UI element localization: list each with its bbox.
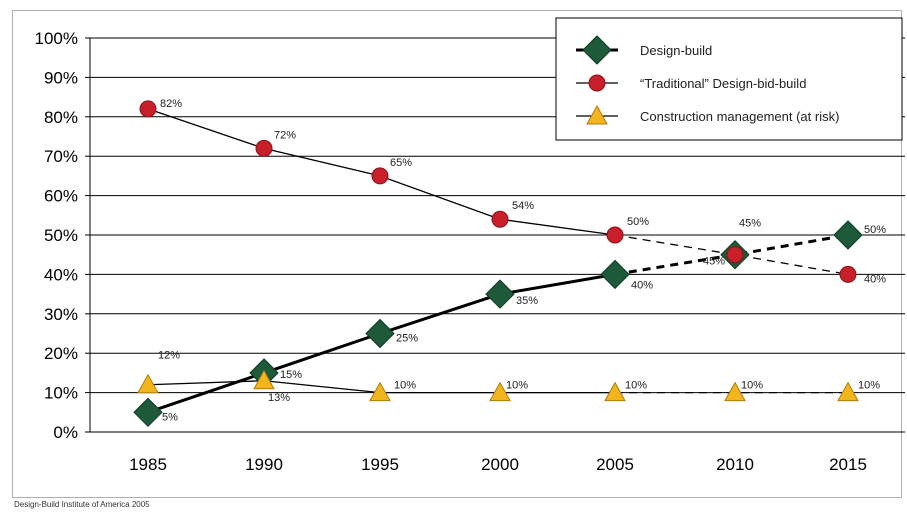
- data-point: [485, 279, 515, 309]
- data-point: [837, 381, 859, 402]
- data-label: 10%: [506, 380, 528, 392]
- y-tick-label: 90%: [44, 68, 78, 87]
- data-label: 82%: [160, 98, 182, 110]
- data-point: [139, 100, 157, 118]
- data-label: 40%: [864, 273, 886, 285]
- y-tick-label: 20%: [44, 344, 78, 363]
- series-line-projected: [614, 234, 849, 276]
- data-point: [489, 381, 511, 402]
- data-point: [600, 259, 630, 290]
- y-tick-label: 60%: [44, 187, 78, 206]
- data-point: [371, 167, 389, 185]
- data-label: 5%: [162, 411, 178, 423]
- data-point: [604, 381, 626, 402]
- data-label: 13%: [268, 392, 290, 404]
- legend-marker: [586, 104, 608, 125]
- data-point: [491, 210, 509, 228]
- legend-marker: [582, 35, 612, 65]
- legend-label: Construction management (at risk): [640, 109, 839, 124]
- x-tick-label: 1990: [245, 455, 283, 474]
- legend-label: “Traditional” Design-bid-build: [640, 76, 806, 91]
- data-point: [369, 381, 391, 402]
- data-label: 10%: [858, 380, 880, 392]
- data-point: [255, 139, 273, 157]
- y-tick-label: 70%: [44, 147, 78, 166]
- data-point: [839, 265, 857, 283]
- series-line-projected: [614, 233, 849, 276]
- source-note: Design-Build Institute of America 2005: [14, 500, 150, 509]
- data-label: 50%: [627, 216, 649, 228]
- x-tick-label: 2000: [481, 455, 519, 474]
- data-point: [606, 226, 624, 244]
- x-tick-label: 1995: [361, 455, 399, 474]
- data-point: [833, 220, 863, 250]
- data-label: 50%: [864, 224, 886, 236]
- y-tick-label: 10%: [44, 384, 78, 403]
- y-tick-label: 0%: [53, 423, 78, 442]
- data-point: [253, 369, 275, 390]
- data-point: [133, 397, 163, 428]
- data-label: 45%: [739, 218, 761, 230]
- legend-marker: [588, 74, 606, 92]
- data-point: [365, 318, 395, 349]
- data-label: 12%: [158, 350, 180, 362]
- y-tick-label: 30%: [44, 305, 78, 324]
- x-tick-label: 2005: [596, 455, 634, 474]
- y-tick-label: 50%: [44, 226, 78, 245]
- legend-box: [555, 17, 903, 141]
- data-point: [137, 373, 159, 394]
- x-tick-label: 2015: [829, 455, 867, 474]
- data-point: [724, 381, 746, 402]
- data-label: 40%: [631, 279, 653, 291]
- legend-label: Design-build: [640, 43, 712, 58]
- data-label: 25%: [396, 333, 418, 345]
- data-label: 45%: [703, 256, 725, 268]
- data-label: 15%: [280, 369, 302, 381]
- data-label: 10%: [625, 380, 647, 392]
- data-label: 10%: [741, 380, 763, 392]
- data-label: 72%: [274, 129, 296, 141]
- data-point: [726, 246, 744, 264]
- data-label: 10%: [394, 380, 416, 392]
- x-tick-label: 2010: [716, 455, 754, 474]
- data-label: 54%: [512, 200, 534, 212]
- data-label: 65%: [390, 157, 412, 169]
- y-tick-label: 40%: [44, 265, 78, 284]
- y-tick-label: 100%: [35, 29, 78, 48]
- x-tick-label: 1985: [129, 455, 167, 474]
- y-tick-label: 80%: [44, 108, 78, 127]
- data-label: 35%: [516, 295, 538, 307]
